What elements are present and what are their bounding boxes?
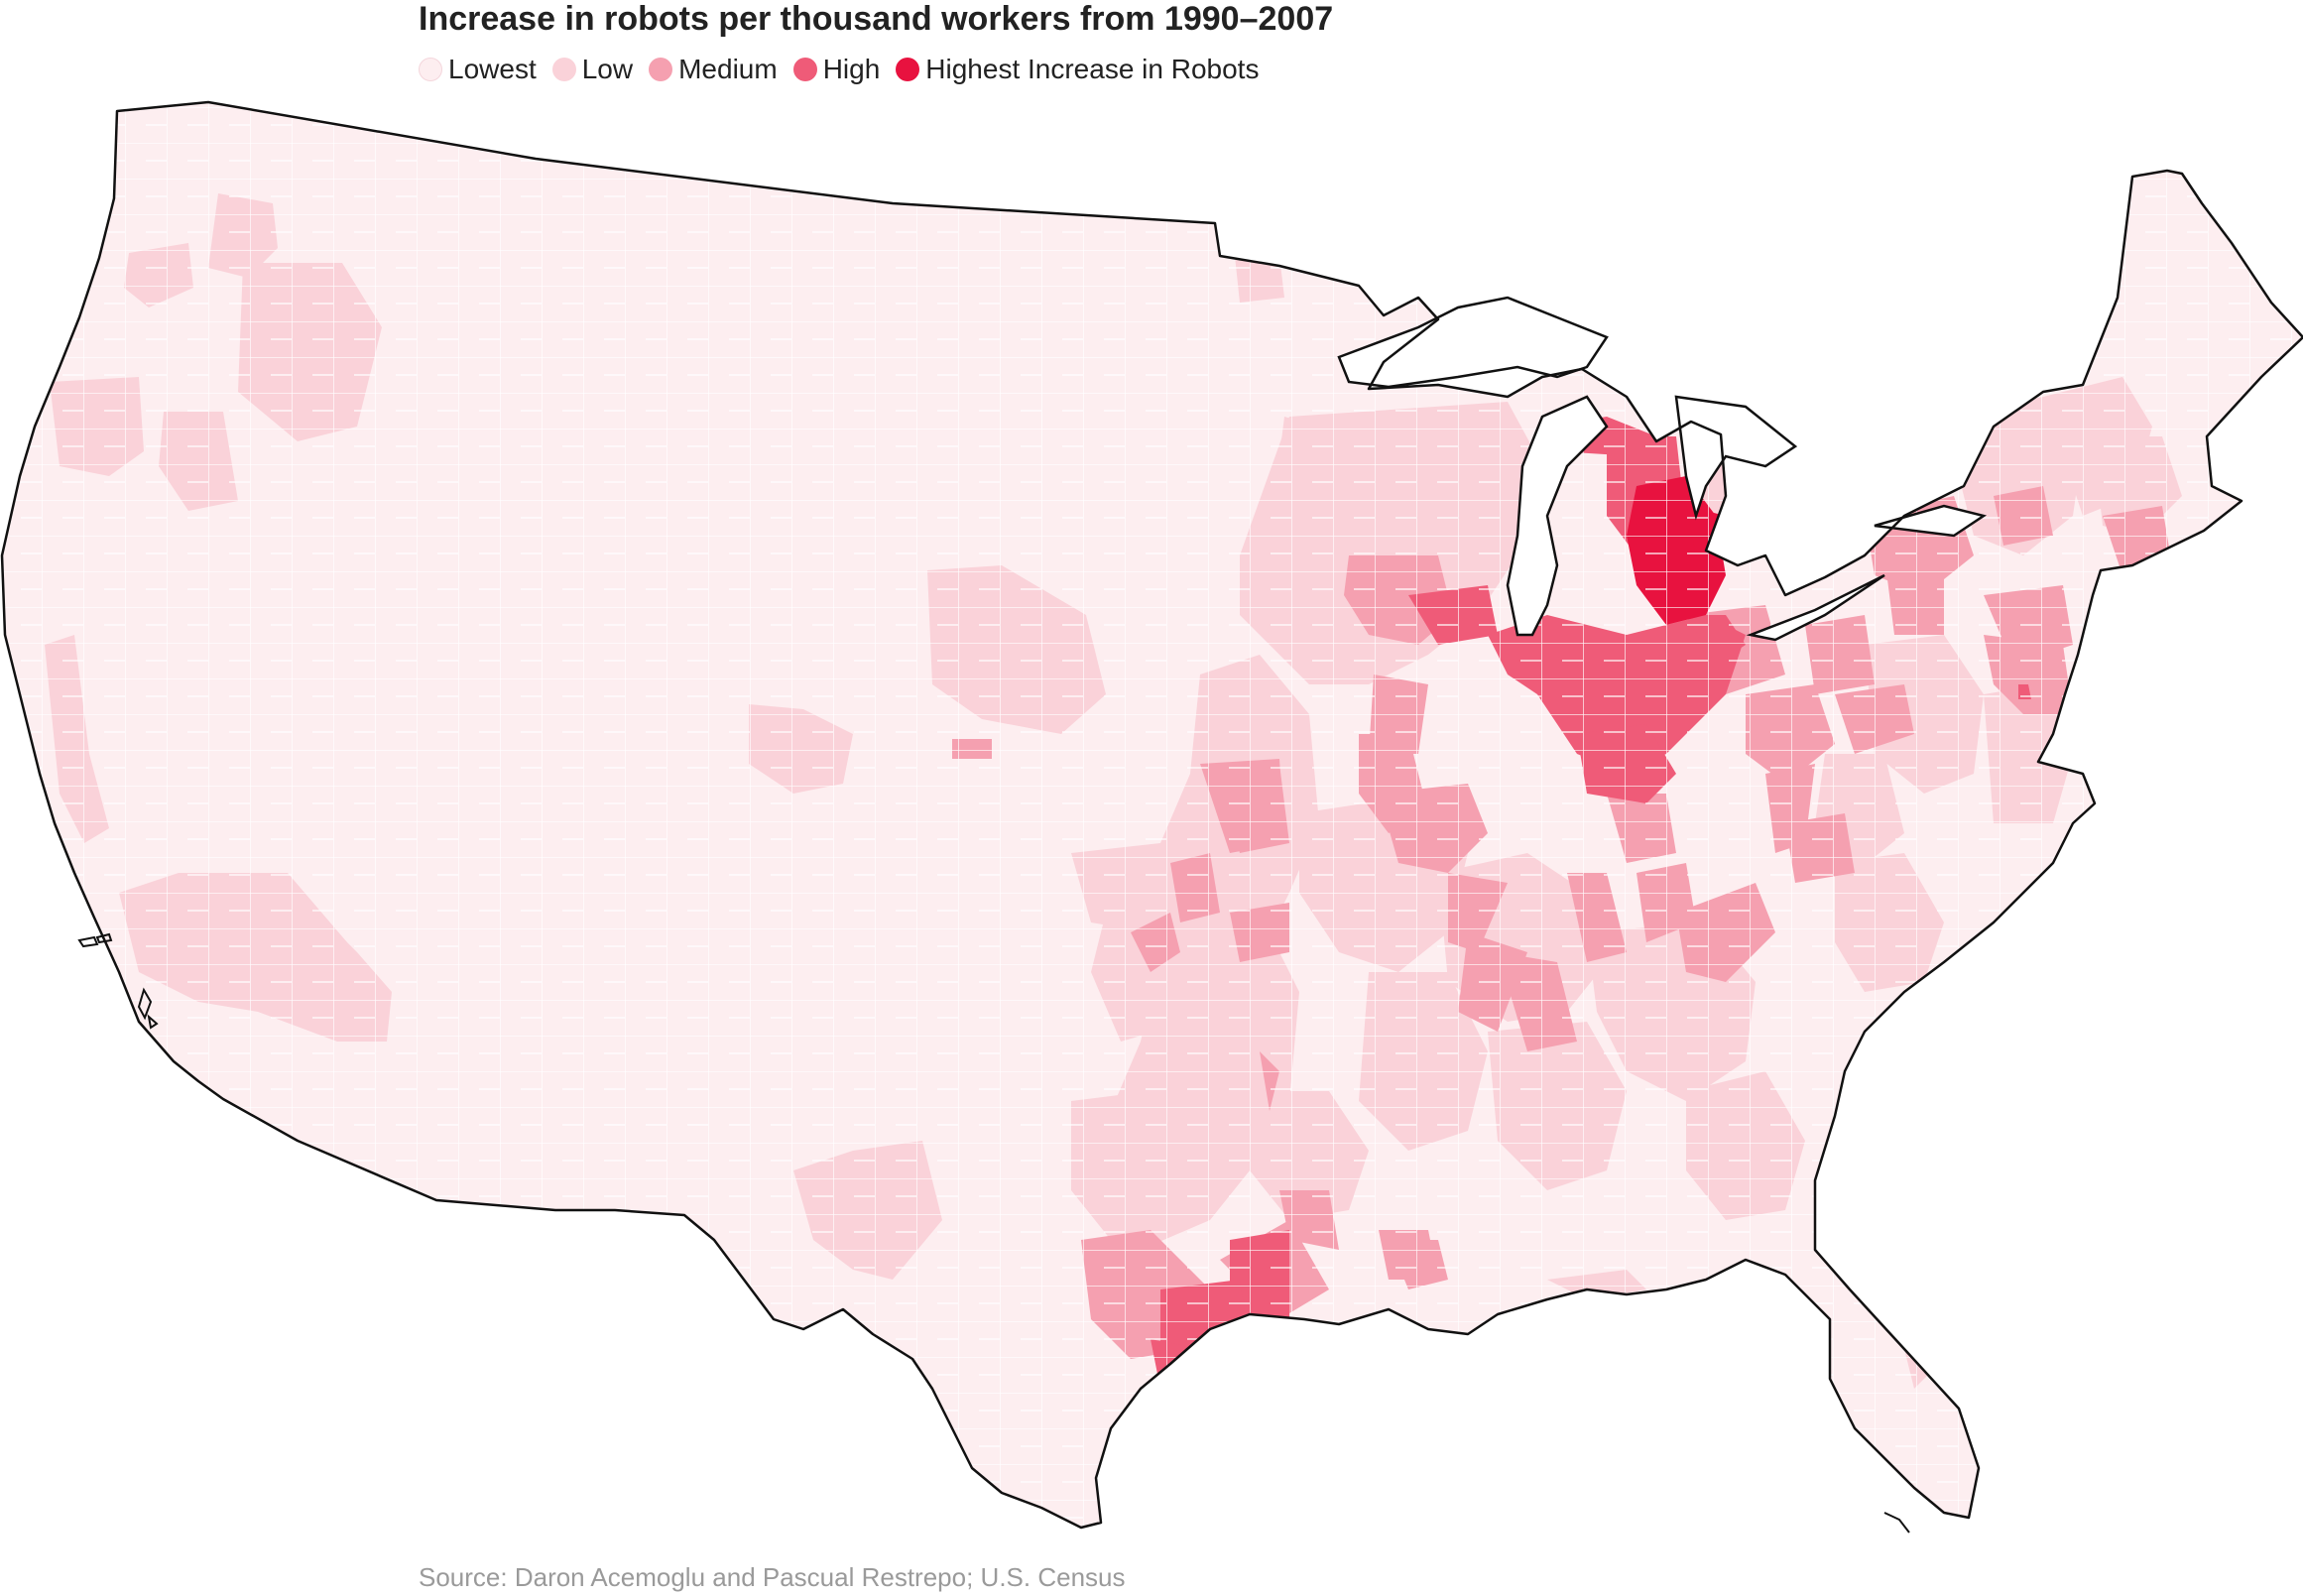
legend-label-low: Low [581, 54, 634, 84]
legend-swatch-medium [649, 58, 673, 81]
legend-label-lowest: Lowest [448, 54, 537, 84]
great-lakes [1337, 296, 1988, 642]
us-choropleth-map [0, 100, 2303, 1534]
legend-item-medium: Medium [649, 54, 778, 85]
legend-label-highest: Highest Increase in Robots [925, 54, 1260, 84]
legend-swatch-high [792, 58, 817, 81]
us-outline [0, 100, 2303, 1530]
legend-swatch-lowest [419, 58, 442, 81]
map-fill-layer [2, 102, 2303, 1528]
legend-label-high: High [822, 54, 881, 84]
legend-item-highest: Highest Increase in Robots [896, 54, 1259, 85]
chart-title: Increase in robots per thousand workers … [419, 0, 1334, 38]
legend: Lowest Low Medium High Highest Increase … [419, 52, 1274, 87]
legend-swatch-low [551, 58, 576, 81]
legend-label-medium: Medium [678, 54, 778, 84]
legend-swatch-highest [896, 58, 920, 81]
legend-item-low: Low [551, 54, 634, 85]
county-borders [2, 102, 2303, 1528]
coastal-islands [77, 932, 1910, 1534]
legend-item-high: High [792, 54, 881, 85]
legend-item-lowest: Lowest [419, 54, 537, 85]
source-note: Source: Daron Acemoglu and Pascual Restr… [419, 1562, 1126, 1592]
